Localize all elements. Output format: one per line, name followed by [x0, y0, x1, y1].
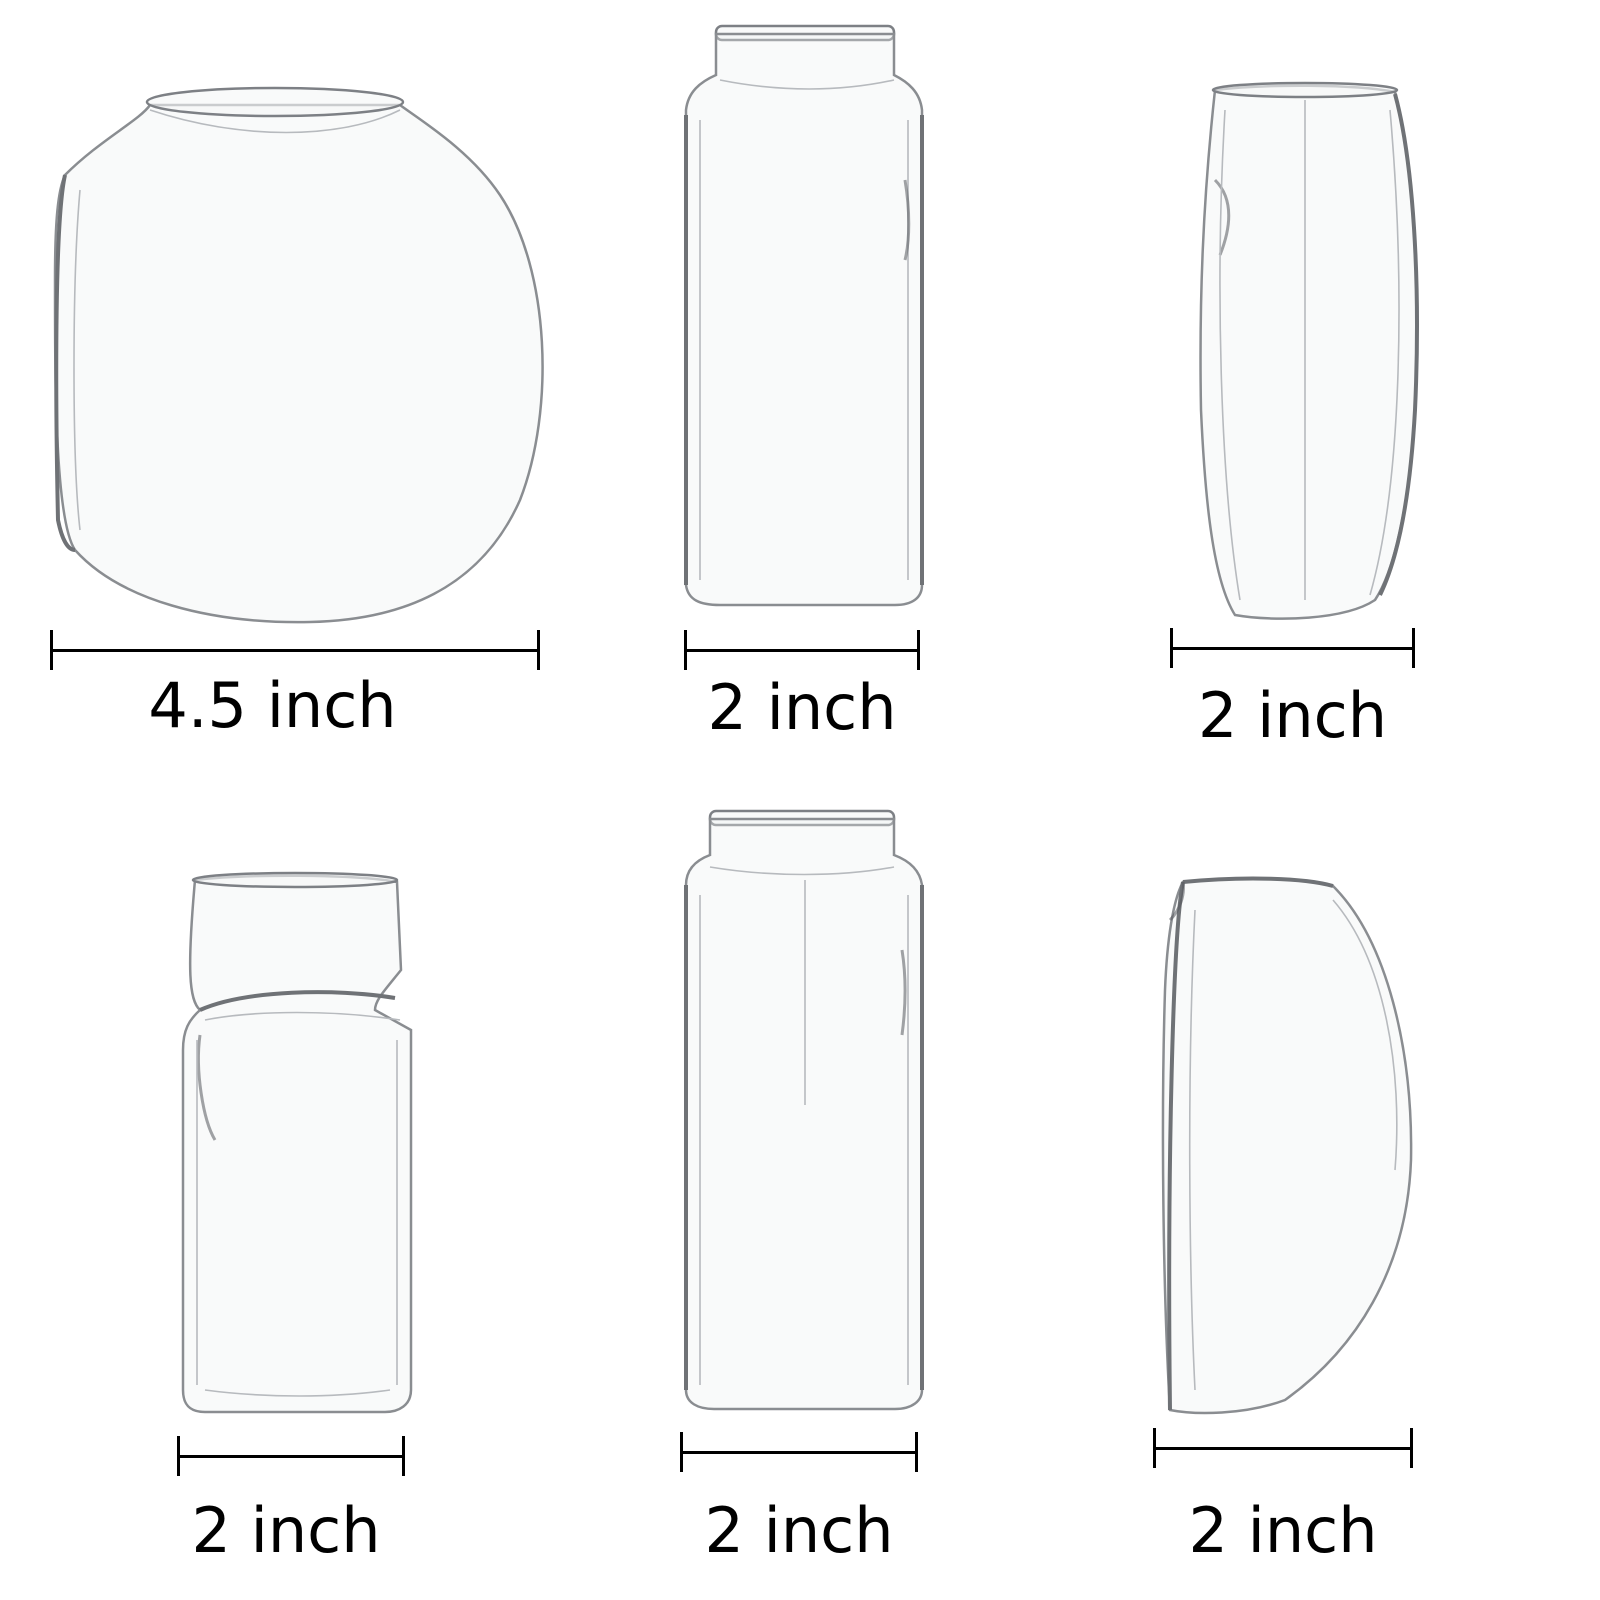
- width-label: 2 inch: [1197, 679, 1388, 752]
- dimension-line: [50, 630, 540, 670]
- dimension-line: [177, 1436, 405, 1476]
- vase-square-pinched: [175, 870, 425, 1420]
- dimension-line: [1153, 1428, 1413, 1468]
- dimension-line: [680, 1432, 918, 1472]
- width-label: 2 inch: [707, 671, 897, 744]
- width-label: 2 inch: [191, 1494, 381, 1567]
- dimension-line: [1170, 628, 1415, 668]
- width-label: 2 inch: [704, 1494, 894, 1567]
- vase-square-tall-2: [680, 805, 930, 1415]
- vase-oval-dented: [1165, 80, 1425, 625]
- width-label: 4.5 inch: [148, 669, 397, 742]
- width-label: 2 inch: [1188, 1494, 1378, 1567]
- vase-round-bowl: [40, 80, 560, 640]
- dimension-line: [684, 630, 920, 670]
- vase-square-tall: [680, 20, 930, 610]
- vase-half-moon: [1155, 870, 1425, 1420]
